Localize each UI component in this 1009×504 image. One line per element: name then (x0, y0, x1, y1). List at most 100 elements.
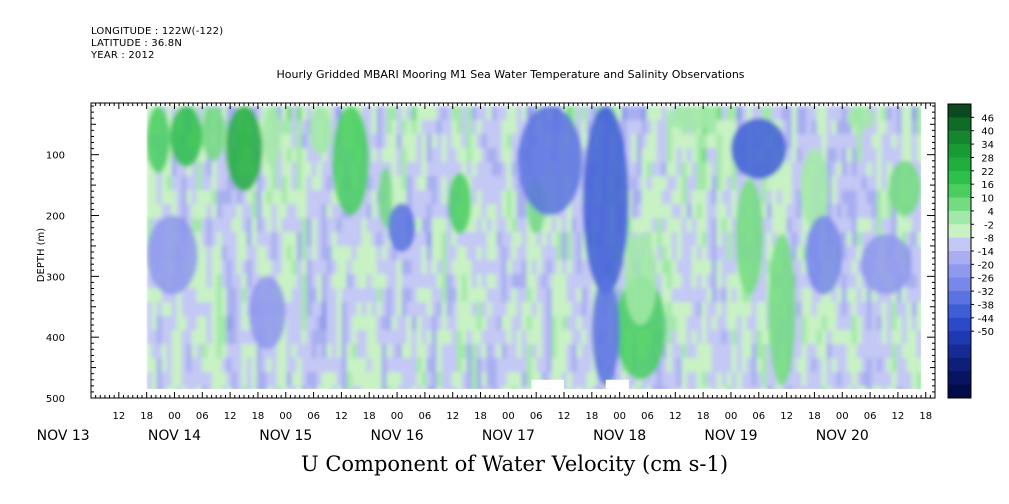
heatmap-cell (456, 274, 463, 290)
heatmap-cell (711, 218, 718, 234)
heatmap-cell (841, 218, 848, 234)
x-date-label: NOV 19 (704, 428, 757, 444)
heatmap-cell (546, 288, 553, 304)
heatmap-cell (766, 386, 773, 389)
heatmap-cell (576, 204, 583, 220)
heatmap-cell (506, 302, 513, 318)
heatmap-cell (466, 162, 473, 178)
heatmap-cell (166, 204, 173, 220)
heatmap-cell (626, 386, 633, 389)
heatmap-cell (301, 344, 308, 360)
heatmap-cell (151, 190, 158, 206)
heatmap-cell (506, 316, 513, 332)
heatmap-cell (701, 148, 708, 164)
heatmap-cell (711, 274, 718, 290)
heatmap-cell (371, 176, 378, 192)
heatmap-cell (541, 302, 548, 318)
heatmap-cell (826, 288, 833, 304)
heatmap-cell (146, 386, 153, 389)
heatmap-cell (251, 232, 258, 248)
heatmap-cell (436, 372, 443, 388)
heatmap-cell (891, 106, 898, 122)
heatmap-cell (741, 302, 748, 318)
heatmap-cell (551, 218, 558, 234)
heatmap-cell (461, 316, 468, 332)
heatmap-cell (421, 120, 428, 136)
heatmap-cell (391, 288, 398, 304)
heatmap-cell (521, 260, 528, 276)
heatmap-cell (906, 106, 913, 122)
heatmap-cell (461, 386, 468, 389)
heatmap-cell (351, 274, 358, 290)
heatmap-cell (736, 344, 743, 360)
heatmap-cell (626, 190, 633, 206)
heatmap-cell (171, 386, 178, 389)
heatmap-cell (146, 190, 153, 206)
heatmap-cell (861, 302, 868, 318)
heatmap-cell (891, 288, 898, 304)
heatmap-cell (671, 316, 678, 332)
heatmap-cell (421, 246, 428, 262)
heatmap-cell (901, 316, 908, 332)
heatmap-cell (841, 386, 848, 389)
heatmap-cell (811, 330, 818, 346)
heatmap-cell (701, 288, 708, 304)
heatmap-cell (441, 386, 448, 389)
heatmap-cell (286, 176, 293, 192)
heatmap-cell (371, 232, 378, 248)
heatmap-cell (881, 386, 888, 389)
heatmap-cell (541, 344, 548, 360)
heatmap-cell (806, 274, 813, 290)
heatmap-cell (271, 344, 278, 360)
heatmap-cell (881, 288, 888, 304)
heatmap-cell (836, 190, 843, 206)
heatmap-cell (786, 148, 793, 164)
heatmap-cell (706, 204, 713, 220)
heatmap-cell (681, 386, 688, 389)
heatmap-cell (641, 204, 648, 220)
heatmap-cell (416, 274, 423, 290)
heatmap-cell (401, 274, 408, 290)
heatmap-cell (711, 204, 718, 220)
heatmap-cell (811, 288, 818, 304)
heatmap-cell (266, 176, 273, 192)
colorbar-label: -38 (978, 300, 994, 311)
heatmap-cell (456, 386, 463, 389)
heatmap-cell (511, 330, 518, 346)
x-hour-tick-label: 18 (474, 411, 487, 422)
heatmap-cell (901, 330, 908, 346)
heatmap-cell (811, 134, 818, 150)
heatmap-cell (761, 190, 768, 206)
heatmap-cell (591, 106, 598, 122)
heatmap-cell (381, 120, 388, 136)
heatmap-cell (426, 176, 433, 192)
heatmap-cell (301, 288, 308, 304)
heatmap-cell (701, 316, 708, 332)
heatmap-cell (271, 176, 278, 192)
heatmap-cell (406, 176, 413, 192)
heatmap-cell (796, 288, 803, 304)
heatmap-cell (796, 302, 803, 318)
heatmap-cell (741, 106, 748, 122)
heatmap-cell (726, 260, 733, 276)
heatmap-cell (826, 148, 833, 164)
heatmap-cell (781, 386, 788, 389)
heatmap-cell (421, 260, 428, 276)
heatmap-cell (631, 190, 638, 206)
heatmap-cell (671, 134, 678, 150)
heatmap-cell (486, 358, 493, 374)
heatmap-cell (391, 106, 398, 122)
colorbar-label: -26 (978, 274, 994, 285)
heatmap-cell (706, 274, 713, 290)
heatmap-cell (651, 120, 658, 136)
heatmap-cell (666, 190, 673, 206)
heatmap-cell (151, 358, 158, 374)
heatmap-cell (296, 288, 303, 304)
x-date-label: NOV 15 (259, 428, 312, 444)
heatmap-cell (871, 288, 878, 304)
heatmap-cell (216, 386, 223, 389)
colorbar-swatch (948, 170, 971, 185)
heatmap-cell (281, 246, 288, 262)
heatmap-cell (436, 148, 443, 164)
heatmap-cell (561, 246, 568, 262)
